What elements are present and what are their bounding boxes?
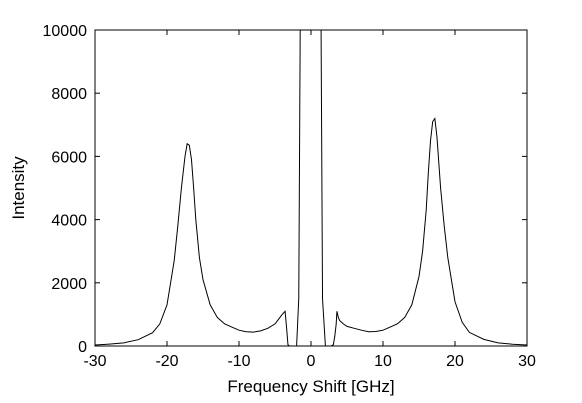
x-tick-label: 0 <box>307 353 316 370</box>
x-tick-label: 20 <box>446 353 464 370</box>
y-tick-label: 6000 <box>51 149 87 166</box>
x-axis-ticks: -30 -20 -10 0 10 20 30 <box>83 30 536 370</box>
y-axis-label: Intensity <box>9 156 28 220</box>
plot-frame <box>94 29 528 347</box>
y-tick-label: 2000 <box>51 276 87 293</box>
x-tick-label: -10 <box>227 353 250 370</box>
y-tick-label: 0 <box>78 339 87 356</box>
x-axis-label: Frequency Shift [GHz] <box>227 377 394 396</box>
x-tick-label: 10 <box>374 353 392 370</box>
x-tick-label: -30 <box>83 353 106 370</box>
y-axis-ticks: 0 2000 4000 6000 8000 10000 <box>43 23 527 356</box>
x-tick-label: -20 <box>155 353 178 370</box>
y-tick-label: 4000 <box>51 213 87 230</box>
data-line <box>95 30 527 346</box>
y-tick-label: 10000 <box>43 23 88 40</box>
x-tick-label: 30 <box>518 353 536 370</box>
y-tick-label: 8000 <box>51 86 87 103</box>
